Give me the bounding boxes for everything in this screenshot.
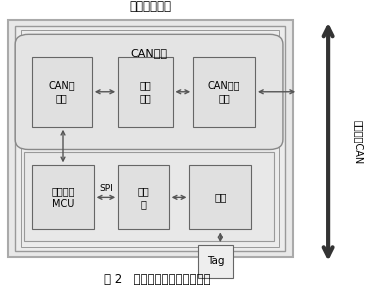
- Text: CAN驱动
电路: CAN驱动 电路: [208, 80, 240, 103]
- Text: 天线: 天线: [214, 192, 226, 202]
- Bar: [8, 20, 292, 256]
- Text: Tag: Tag: [207, 256, 224, 266]
- Bar: [118, 57, 172, 127]
- Bar: [118, 165, 169, 229]
- Text: 光电
隔离: 光电 隔离: [140, 80, 151, 103]
- Text: 读写
器: 读写 器: [138, 186, 149, 209]
- Bar: [15, 26, 285, 251]
- Text: CAN节点: CAN节点: [130, 48, 168, 58]
- Bar: [198, 245, 233, 278]
- Bar: [32, 165, 94, 229]
- Bar: [32, 57, 92, 127]
- Bar: [24, 152, 274, 241]
- Bar: [21, 30, 279, 247]
- Text: 微控制器
MCU: 微控制器 MCU: [51, 186, 75, 209]
- Bar: [193, 57, 255, 127]
- Text: SPI: SPI: [99, 184, 113, 193]
- FancyBboxPatch shape: [15, 34, 283, 149]
- Text: 图 2   监控节点内部功能模块图: 图 2 监控节点内部功能模块图: [104, 273, 211, 285]
- Text: 井下监控节点: 井下监控节点: [129, 0, 171, 13]
- Text: 现场总线CAN: 现场总线CAN: [353, 120, 363, 165]
- Text: CAN控
制器: CAN控 制器: [49, 80, 75, 103]
- Bar: [189, 165, 251, 229]
